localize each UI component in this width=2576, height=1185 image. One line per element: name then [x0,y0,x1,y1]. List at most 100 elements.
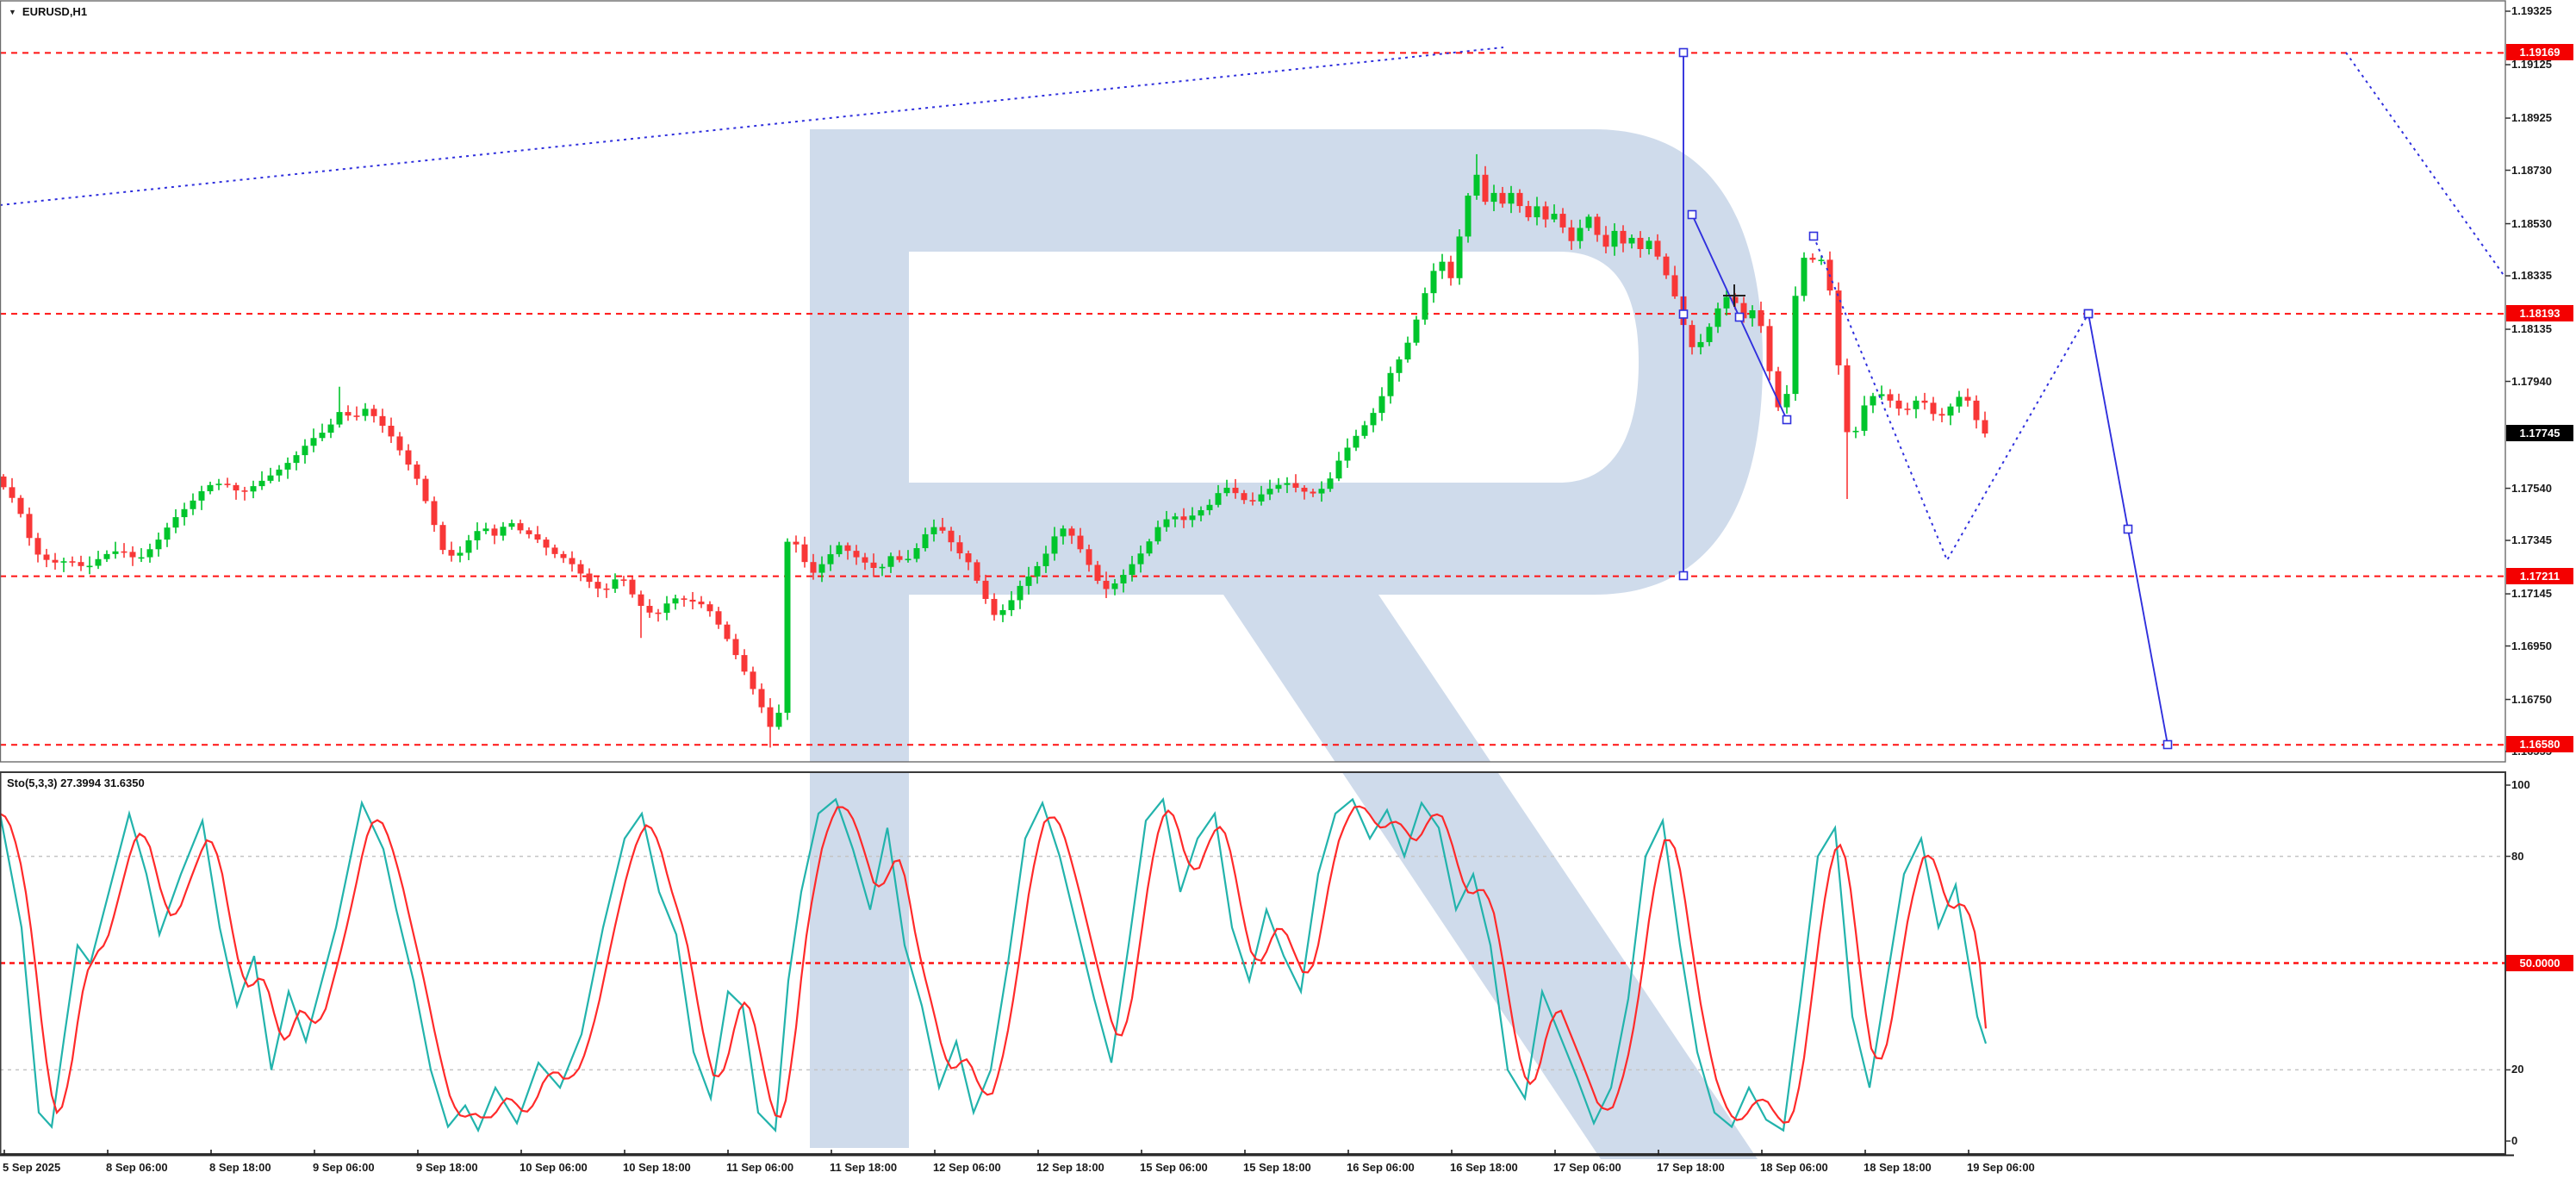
candle-body [689,599,696,602]
candle-body [948,530,955,543]
candle-body [1577,228,1584,241]
candle-body [500,527,507,536]
candle-body [233,484,240,491]
candle-body [138,557,145,559]
current-price-badge: 1.17745 [2506,425,2573,441]
candle-body [422,478,429,502]
drawing-handle[interactable] [1678,571,1689,581]
candle-body [388,426,395,437]
candle-body [1499,192,1506,204]
drawing-handle[interactable] [1687,209,1697,220]
candle-body [155,539,162,550]
candle-body [706,604,713,612]
drawing-handle[interactable] [1734,312,1745,322]
candle-body [1473,174,1480,196]
panel-separator[interactable] [0,762,2514,772]
time-axis-label: 16 Sep 06:00 [1347,1161,1415,1174]
drawing-zigzag-3[interactable] [1813,235,2089,563]
drawing-handle[interactable] [1678,309,1689,319]
drawing-handle[interactable] [1808,231,1819,241]
main-panel-border [0,0,2506,763]
candle-body [569,558,576,564]
candle-body [1490,192,1497,203]
candle-body [896,556,903,560]
candle-body [457,552,464,556]
candle-body [86,565,93,568]
stochastic-main-line [0,796,1988,1133]
candle-body [517,523,524,531]
candle-body [560,553,567,558]
candle-body [1034,565,1041,577]
candle-body [1103,580,1110,589]
candle-body [526,530,532,534]
candle-body [1602,234,1609,247]
candle-body [1146,541,1153,554]
candle-body [1551,214,1558,220]
candle-body [1413,319,1420,343]
candle-body [1370,413,1377,426]
candle-body [43,554,50,560]
candle-body [1439,261,1446,271]
candle-body [844,545,851,552]
drawing-handle[interactable] [1782,415,1792,425]
candle-body [1913,400,1920,409]
time-axis-label: 5 Sep 2025 [3,1161,61,1174]
candle-body [1723,296,1730,309]
time-axis-label: 18 Sep 06:00 [1760,1161,1828,1174]
candle-body [370,409,377,416]
candle-body [508,523,515,527]
candle-body [302,446,308,456]
candle-body [1017,585,1024,601]
candle-body [1801,258,1808,296]
drawing-handle[interactable] [2162,739,2173,750]
candle-body [586,573,593,583]
symbol-label-text: EURUSD,H1 [22,5,88,18]
candle-body [215,483,222,485]
candle-body [784,541,791,714]
candle-body [750,671,756,689]
candle-body [17,497,24,515]
candle-body [1783,394,1790,408]
candle-body [1921,400,1928,403]
candle-body [1430,271,1437,294]
candle-body [801,544,808,563]
price-axis-label: 1.19325 [2511,4,2552,17]
candle-body [1249,500,1256,502]
candle-body [103,553,110,559]
candle-body [1344,447,1351,461]
candle-body [775,713,782,727]
candle-body [862,557,868,563]
candle-body [241,490,248,492]
candle-body [1025,576,1032,586]
stochastic-signal-line [0,805,1988,1124]
candle-body [1870,396,1876,406]
candle-body [405,450,412,465]
drawing-handle[interactable] [1678,47,1689,58]
candle-body [1180,516,1187,521]
candle-body [1766,326,1773,371]
candle-body [638,594,644,607]
candle-body [1947,406,1954,416]
drawing-handle[interactable] [2123,524,2133,534]
candle-body [1714,308,1721,327]
symbol-timeframe-label[interactable]: ▼ EURUSD,H1 [9,5,87,18]
drawing-handle[interactable] [2083,309,2094,319]
candle-body [198,490,205,501]
candle-body [1241,493,1248,501]
candle-body [95,558,102,566]
candle-body [1749,310,1756,319]
candle-body [1396,359,1403,373]
candle-body [1086,549,1092,565]
candle-body [956,542,963,554]
time-axis-label: 12 Sep 18:00 [1036,1161,1104,1174]
drawing-trendline-5[interactable] [2345,52,2506,278]
candle-body [9,487,16,498]
candle-body [724,624,731,639]
time-axis-label: 18 Sep 18:00 [1864,1161,1932,1174]
candle-body [853,551,860,558]
watermark-logo-leg [1223,595,1758,1159]
candle-body [1697,341,1704,347]
candle-body [965,553,972,563]
time-axis-label: 11 Sep 18:00 [830,1161,898,1174]
